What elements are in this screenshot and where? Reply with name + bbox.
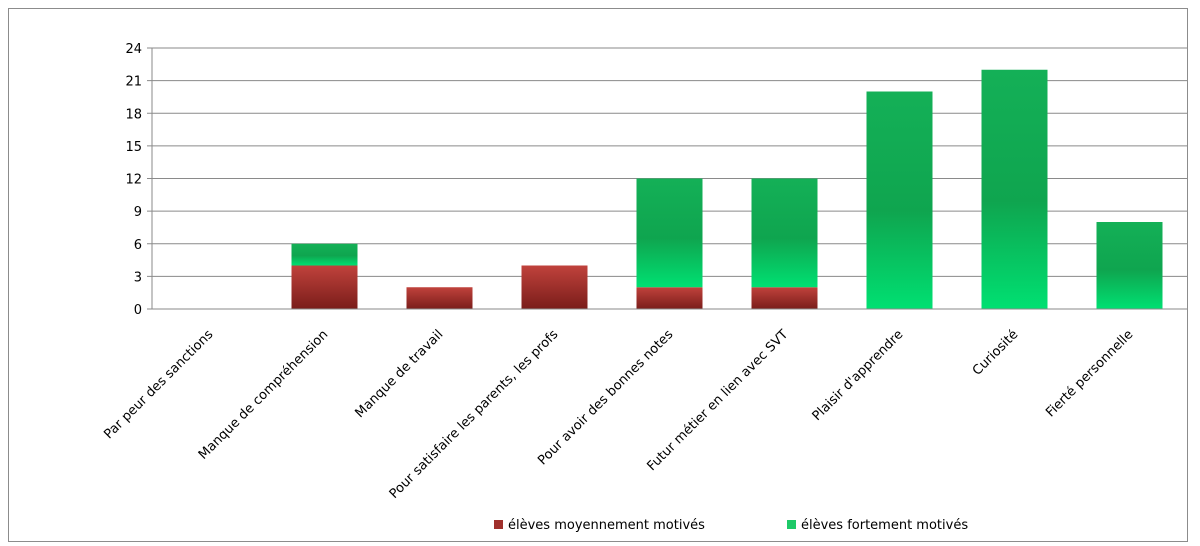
- x-category-label: Par peur des sanctions: [101, 327, 216, 442]
- y-tick-label: 15: [125, 140, 142, 155]
- bar-segment: [291, 265, 358, 309]
- bar-segment: [866, 91, 933, 309]
- y-tick-label: 6: [134, 238, 142, 253]
- bar-segment: [521, 265, 588, 309]
- y-tick-label: 24: [125, 42, 142, 57]
- legend-swatch: [787, 520, 796, 529]
- y-tick-label: 21: [125, 75, 142, 90]
- y-tick-label: 18: [125, 107, 142, 122]
- y-tick-label: 12: [125, 173, 142, 188]
- y-axis: 0 3 6 9 12 15 18 21 24: [125, 42, 153, 318]
- x-category-label: Curiosité: [970, 327, 1021, 378]
- x-category-label: Futur métier en lien avec SVT: [644, 327, 791, 474]
- x-category-label: Fierté personnelle: [1043, 327, 1136, 420]
- y-tick-label: 3: [134, 270, 142, 285]
- bar-segment: [751, 178, 818, 288]
- y-tick-label: 9: [134, 205, 142, 220]
- bar-segment: [981, 69, 1048, 309]
- bar-segment: [1096, 222, 1163, 309]
- bar-segment: [636, 178, 703, 288]
- bar-segment: [406, 287, 473, 309]
- bar-segment: [636, 287, 703, 309]
- x-category-label: Plaisir d'apprendre: [810, 327, 907, 424]
- x-category-label: Pour avoir des bonnes notes: [535, 327, 676, 468]
- legend-swatch: [494, 520, 503, 529]
- x-category-label: Manque de travail: [352, 327, 446, 421]
- bars: [291, 69, 1163, 309]
- bar-segment: [291, 243, 358, 266]
- x-category-label: Manque de compréhension: [196, 327, 331, 462]
- legend: élèves moyennement motivés élèves forteme…: [494, 518, 968, 533]
- y-tick-label: 0: [134, 303, 142, 318]
- legend-label: élèves fortement motivés: [801, 518, 968, 533]
- legend-label: élèves moyennement motivés: [508, 518, 705, 533]
- bar-segment: [751, 287, 818, 309]
